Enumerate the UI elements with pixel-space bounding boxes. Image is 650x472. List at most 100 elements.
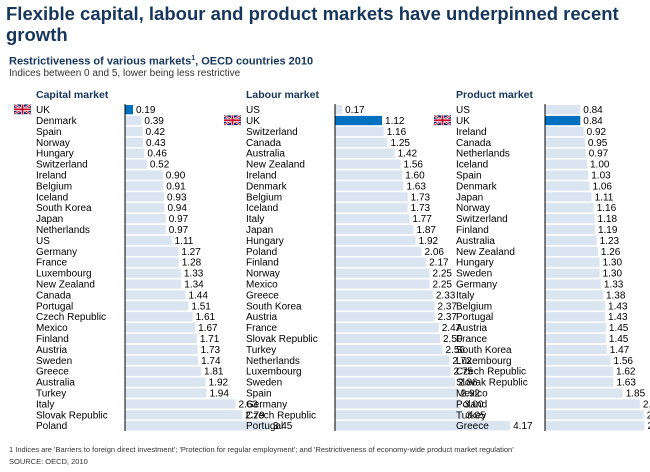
category-label-portugal: Portugal [456,312,493,323]
category-label-canada: Canada [36,290,71,301]
bar-australia [335,148,395,158]
page-title: Flexible capital, labour and product mar… [6,3,619,45]
category-label-finland: Finland [456,225,489,236]
value-label-netherlands: 0.97 [589,149,609,160]
category-label-ireland: Ireland [36,171,67,182]
value-label-netherlands: 2.72 [452,356,472,367]
value-label-hungary: 0.46 [147,149,167,160]
category-label-uk: UK [36,105,50,116]
value-label-iceland: 1.00 [590,160,610,171]
bar-austria [545,323,606,333]
value-label-portugal: 1.43 [608,312,628,323]
category-label-germany: Germany [36,247,77,258]
value-label-france: 1.28 [182,258,202,269]
bar-south-korea [335,301,435,311]
bar-switzerland [335,126,384,137]
category-label-czech-republic: Czech Republic [36,312,106,323]
category-label-south-korea: South Korea [36,203,92,214]
value-label-uk: 1.12 [385,116,405,127]
bar-ireland [545,126,584,137]
value-label-turkey: 2.56 [446,345,466,356]
category-label-italy: Italy [246,214,264,225]
uk-flag-icon [13,103,32,116]
product-market-chart: Product market US 0.84 UK 0.84 Ireland 0.92 Can… [433,89,650,432]
bar-spain [125,126,143,137]
value-label-australia: 1.23 [600,236,620,247]
category-label-sweden: Sweden [246,378,282,389]
value-label-denmark: 1.63 [406,181,426,192]
bar-slovak-republic [335,333,440,344]
bar-denmark [335,181,404,191]
bar-czech-republic [335,410,464,420]
category-label-slovak-republic: Slovak Republic [246,334,318,345]
panel-title: Capital market [36,89,109,101]
bar-italy [335,214,410,224]
category-label-canada: Canada [456,138,491,149]
bar-belgium [125,181,164,191]
category-label-luxembourg: Luxembourg [36,269,92,280]
bar-turkey [125,388,207,398]
category-label-finland: Finland [36,334,69,345]
bar-finland [545,224,595,235]
bar-norway [125,137,144,147]
bar-portugal [335,421,511,431]
bar-iceland [335,203,408,213]
value-label-sweden: 1.30 [603,269,623,280]
value-label-germany: 1.27 [181,247,201,258]
category-label-australia: Australia [36,378,75,389]
bar-canada [335,137,388,147]
value-label-turkey: 1.94 [209,389,229,400]
value-label-poland: 2.26 [643,399,650,410]
bar-austria [125,344,198,355]
value-label-mexico: 1.85 [626,389,646,400]
category-label-ireland: Ireland [246,171,277,182]
value-label-uk: 0.19 [136,105,156,116]
bar-germany [125,246,179,256]
bar-greece [545,421,645,431]
value-label-czech-republic: 3.05 [466,410,486,421]
bar-ireland [335,170,403,180]
value-label-south-korea: 2.37 [438,301,458,312]
bar-slovak-republic [125,410,243,420]
category-label-netherlands: Netherlands [246,356,300,367]
category-label-greece: Greece [246,290,279,301]
category-label-new-zealand: New Zealand [246,160,305,171]
category-label-greece: Greece [36,367,69,378]
value-label-switzerland: 1.18 [598,214,618,225]
value-label-us: 0.17 [345,105,365,116]
bar-luxembourg [125,268,181,278]
category-label-poland: Poland [246,247,277,258]
value-label-south-korea: 1.47 [610,345,630,356]
category-label-slovak-republic: Slovak Republic [36,410,108,421]
bar-belgium [545,301,606,311]
category-label-france: France [36,258,68,269]
value-label-belgium: 1.73 [411,192,431,203]
category-label-austria: Austria [246,312,278,323]
value-label-ireland: 1.60 [405,171,425,182]
value-label-hungary: 1.92 [419,236,439,247]
value-label-slovak-republic: 2.79 [245,410,265,421]
value-label-czech-republic: 1.61 [196,312,216,323]
category-label-mexico: Mexico [456,389,488,400]
value-label-uk: 0.84 [583,116,603,127]
bar-belgium [335,192,408,202]
bar-czech-republic [125,312,193,322]
category-label-luxembourg: Luxembourg [456,356,512,367]
panel-title: Labour market [246,89,319,101]
value-label-iceland: 0.93 [167,192,187,203]
value-label-iceland: 1.73 [411,203,431,214]
category-label-belgium: Belgium [36,181,72,192]
category-label-iceland: Iceland [456,160,488,171]
value-label-switzerland: 1.16 [387,127,407,138]
value-label-spain: 0.42 [146,127,166,138]
bar-japan [125,214,166,224]
category-label-mexico: Mexico [36,323,68,334]
value-label-portugal: 4.17 [513,421,533,432]
subtitle-footnote-marker: 1 [191,55,196,62]
value-label-turkey: 2.35 [647,410,650,421]
category-label-hungary: Hungary [456,258,494,269]
value-label-denmark: 1.06 [593,181,613,192]
capital-market-chart: Capital market UK 0.19 Denmark 0.39 Spain 0.42… [13,89,293,432]
bar-us [125,235,172,246]
bar-czech-republic [545,366,614,376]
